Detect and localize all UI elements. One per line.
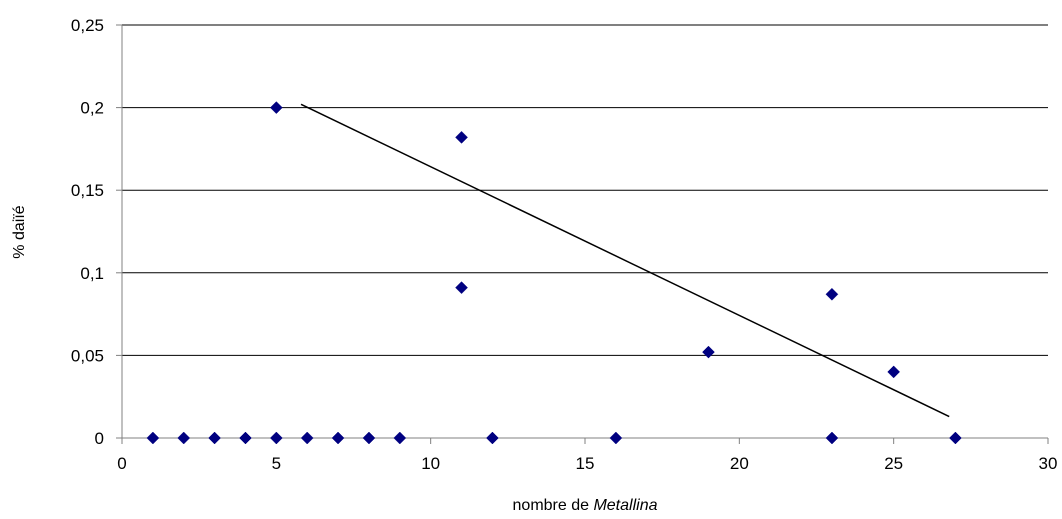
data-point: [393, 431, 407, 445]
data-point: [331, 431, 345, 445]
x-tick-labels: 0 5 10 15 20 25 30: [117, 454, 1057, 473]
data-point: [208, 431, 221, 445]
data-point: [609, 431, 623, 445]
x-tick-label: 20: [730, 454, 749, 473]
y-tick-label: 0: [95, 429, 104, 448]
x-tick-label: 15: [576, 454, 595, 473]
data-point: [269, 101, 283, 114]
data-point: [702, 345, 715, 359]
data-point: [486, 431, 499, 445]
x-axis-title-italic: Metallina: [593, 497, 657, 514]
trendline: [300, 103, 950, 418]
data-point: [146, 431, 160, 445]
data-point: [949, 431, 962, 445]
y-tick-label: 0,05: [71, 346, 104, 365]
data-point: [455, 281, 468, 295]
y-tick-label: 0,2: [80, 99, 104, 118]
axes: [121, 25, 1048, 439]
data-point: [239, 431, 252, 445]
data-point: [455, 130, 468, 144]
x-tick-label: 30: [1039, 454, 1058, 473]
x-tick-label: 10: [421, 454, 440, 473]
trendline-layer: [300, 103, 950, 418]
data-point: [887, 365, 901, 379]
x-tick-label: 5: [272, 454, 281, 473]
gridlines: [116, 24, 1049, 444]
y-tick-label: 0,25: [71, 16, 104, 35]
x-tick-label: 25: [884, 454, 903, 473]
y-axis-title: % daiïé: [11, 205, 28, 258]
y-tick-label: 0,15: [71, 181, 104, 200]
data-point: [177, 431, 191, 445]
data-point: [269, 431, 283, 445]
x-tick-label: 0: [117, 454, 126, 473]
y-tick-labels: 0 0,05 0,1 0,15 0,2 0,25: [71, 16, 104, 448]
data-points: [146, 101, 962, 445]
x-axis-title-prefix: nombre de: [513, 497, 594, 514]
data-point: [300, 431, 314, 445]
y-tick-label: 0,1: [80, 264, 104, 283]
data-point: [825, 431, 839, 445]
data-point: [362, 431, 376, 445]
x-axis-title: nombre de Metallina: [513, 497, 658, 514]
data-point: [825, 287, 839, 301]
